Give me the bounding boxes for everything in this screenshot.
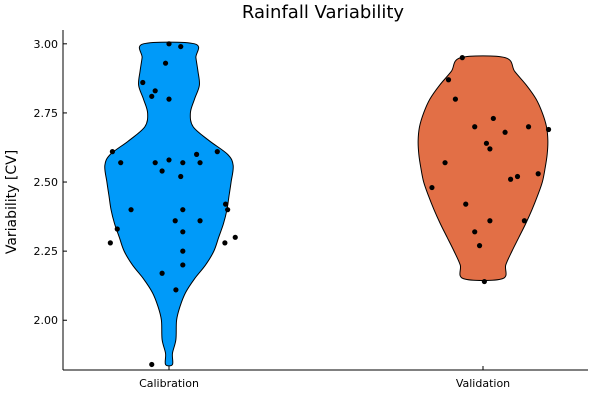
data-point-validation-9 xyxy=(459,55,465,61)
data-point-calibration-31 xyxy=(107,240,113,246)
data-point-calibration-32 xyxy=(114,226,120,232)
data-point-validation-20 xyxy=(545,126,552,133)
data-point-validation-5 xyxy=(472,229,478,235)
data-point-calibration-15 xyxy=(166,157,172,163)
y-axis-label: Variability [CV] xyxy=(4,150,20,254)
y-tick-label-3: 2.75 xyxy=(34,107,59,120)
data-point-calibration-14 xyxy=(166,96,172,102)
y-tick-label-4: 3.00 xyxy=(34,38,59,51)
plot-area xyxy=(104,41,552,368)
data-point-calibration-16 xyxy=(178,173,184,180)
data-point-calibration-1 xyxy=(225,207,231,213)
data-point-calibration-4 xyxy=(197,160,203,166)
data-point-calibration-11 xyxy=(166,41,172,47)
data-point-validation-6 xyxy=(476,243,483,249)
data-point-calibration-29 xyxy=(118,160,124,166)
data-point-validation-13 xyxy=(490,115,496,122)
data-point-calibration-10 xyxy=(162,60,169,66)
data-point-validation-2 xyxy=(442,160,448,166)
data-point-calibration-17 xyxy=(222,201,229,207)
data-point-validation-7 xyxy=(481,278,487,285)
data-point-validation-1 xyxy=(452,96,458,102)
data-point-validation-0 xyxy=(445,77,452,83)
data-point-validation-11 xyxy=(483,140,490,146)
data-point-calibration-5 xyxy=(180,160,186,166)
data-point-calibration-22 xyxy=(180,229,186,235)
data-point-calibration-2 xyxy=(222,240,228,246)
data-point-validation-8 xyxy=(487,218,493,224)
data-point-validation-3 xyxy=(429,184,435,191)
data-point-calibration-19 xyxy=(194,151,200,157)
data-point-calibration-20 xyxy=(180,207,186,213)
data-point-calibration-30 xyxy=(128,207,134,213)
data-point-calibration-12 xyxy=(178,43,184,50)
data-point-validation-10 xyxy=(472,124,478,130)
data-point-calibration-26 xyxy=(173,287,179,293)
data-point-calibration-21 xyxy=(172,218,178,224)
y-tick-label-0: 2.00 xyxy=(34,314,59,327)
data-point-calibration-24 xyxy=(180,262,186,268)
data-point-validation-18 xyxy=(525,124,532,130)
x-tick-label-validation: Validation xyxy=(456,377,510,390)
data-point-calibration-27 xyxy=(149,361,155,368)
data-point-validation-19 xyxy=(535,171,541,177)
axes: 2.00 2.25 2.50 2.75 3.00 Calibration Validatio… xyxy=(34,30,588,390)
data-point-validation-16 xyxy=(514,173,521,180)
data-point-calibration-3 xyxy=(214,149,220,155)
x-tick-label-calibration: Calibration xyxy=(139,377,199,390)
data-point-calibration-0 xyxy=(232,234,238,240)
y-tick-label-2: 2.50 xyxy=(34,176,59,189)
data-point-calibration-6 xyxy=(159,168,165,174)
data-point-validation-14 xyxy=(502,129,508,135)
data-point-calibration-8 xyxy=(149,93,155,99)
data-point-calibration-28 xyxy=(109,149,116,155)
data-point-calibration-18 xyxy=(197,218,203,224)
data-point-calibration-13 xyxy=(152,88,158,94)
violin-calibration xyxy=(104,41,234,367)
data-point-calibration-9 xyxy=(140,79,146,86)
violin-validation xyxy=(417,55,549,282)
data-point-validation-15 xyxy=(508,176,514,182)
data-point-calibration-25 xyxy=(159,270,165,276)
data-point-calibration-23 xyxy=(180,248,186,254)
data-point-calibration-7 xyxy=(152,160,158,166)
chart-title: Rainfall Variability xyxy=(242,2,405,23)
y-tick-label-1: 2.25 xyxy=(34,245,59,258)
data-point-validation-12 xyxy=(487,146,493,152)
data-point-validation-17 xyxy=(521,218,528,224)
data-point-validation-4 xyxy=(463,201,469,207)
